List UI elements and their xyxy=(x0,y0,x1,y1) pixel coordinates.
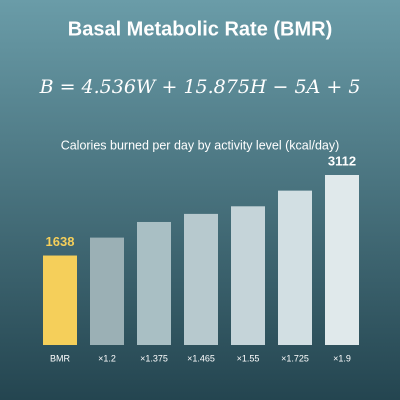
x-tick-label: BMR xyxy=(50,353,71,363)
chart-title: Basal Metabolic Rate (BMR) xyxy=(68,18,333,40)
x-tick-label: ×1.375 xyxy=(140,353,168,363)
bar xyxy=(137,221,171,345)
formula: B = 4.536W + 15.875H − 5A + 5 xyxy=(39,76,361,98)
bar xyxy=(43,255,77,345)
x-tick-label: ×1.2 xyxy=(98,353,116,363)
x-tick-label: ×1.9 xyxy=(333,353,351,363)
x-tick-label: ×1.465 xyxy=(187,353,215,363)
x-tick-label: ×1.725 xyxy=(281,353,309,363)
x-tick-label: ×1.55 xyxy=(237,353,260,363)
bar xyxy=(184,213,218,345)
bar xyxy=(325,175,359,345)
bar xyxy=(90,237,124,345)
value-label: 3112 xyxy=(328,153,356,168)
bar xyxy=(231,206,265,345)
bar xyxy=(278,190,312,345)
chart-subtitle: Calories burned per day by activity leve… xyxy=(61,138,340,152)
value-label: 1638 xyxy=(46,234,75,249)
